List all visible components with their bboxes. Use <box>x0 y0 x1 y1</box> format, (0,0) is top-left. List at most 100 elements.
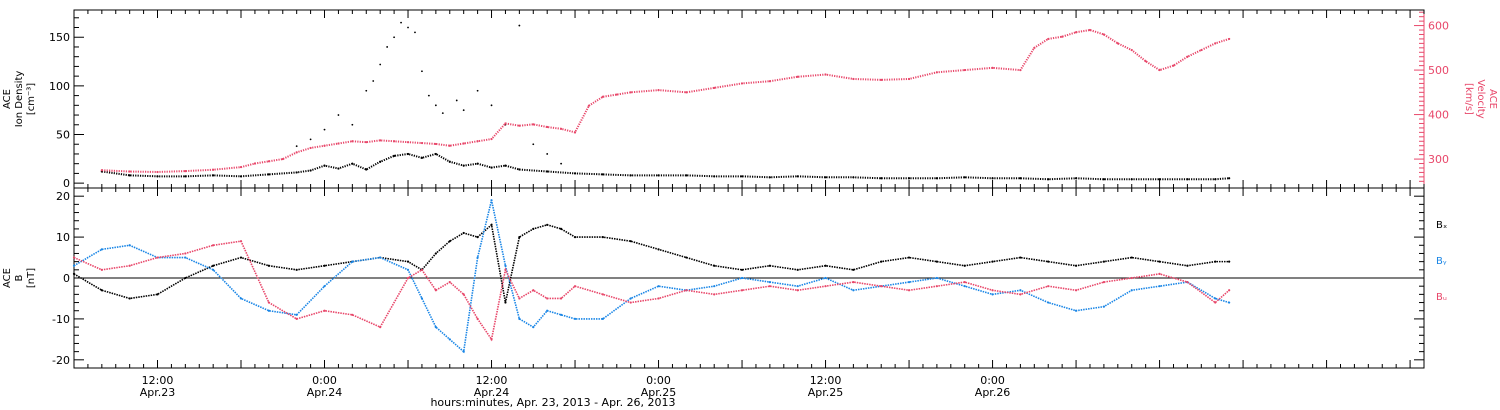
by-point <box>768 280 771 284</box>
bz-point <box>1186 280 1189 284</box>
legend-by: Bᵧ <box>1436 256 1447 267</box>
density-spike-point <box>490 104 493 107</box>
density-point <box>1019 177 1022 180</box>
density-point <box>880 177 883 180</box>
bz-point <box>796 289 799 292</box>
density-point <box>1214 178 1217 181</box>
by-point <box>1102 305 1105 308</box>
velocity-point <box>824 73 827 76</box>
bz-point <box>852 280 855 284</box>
density-tick-label: 150 <box>49 31 70 44</box>
velocity-point <box>518 124 521 127</box>
density-spike-point <box>309 138 312 141</box>
by-point <box>267 309 270 312</box>
density-point <box>239 175 243 178</box>
density-point <box>1130 178 1133 181</box>
velocity-point <box>880 78 883 81</box>
velocity-tick-label: 400 <box>1428 109 1449 122</box>
bz-point <box>740 289 744 292</box>
velocity-point <box>1074 31 1078 34</box>
bz-point <box>629 301 632 304</box>
bx-point <box>476 235 479 239</box>
velocity-point <box>253 162 257 165</box>
density-spike-point <box>532 143 535 146</box>
velocity-point <box>740 82 744 85</box>
by-point <box>824 276 827 280</box>
density-spike-point <box>518 24 521 27</box>
bz-point <box>963 280 966 284</box>
density-spike-point <box>400 21 402 24</box>
velocity-point <box>935 71 938 74</box>
bx-point <box>546 223 549 226</box>
density-point <box>128 174 131 177</box>
x-tick-time-label: 0:00 <box>980 374 1005 387</box>
bx-point <box>685 256 688 259</box>
density-axis-title-line2: Ion Density <box>14 71 25 128</box>
bz-point <box>128 264 131 267</box>
velocity-point <box>448 144 451 147</box>
b-axis-title: ACE B [nT] <box>2 268 37 288</box>
by-point <box>740 276 744 280</box>
density-spike-point <box>337 114 340 116</box>
density-point <box>504 164 507 167</box>
bx-point <box>935 260 938 263</box>
bz-point <box>1228 289 1231 292</box>
density-point <box>991 177 994 180</box>
by-point <box>351 260 354 263</box>
density-tick-label: 50 <box>56 129 70 142</box>
bx-point <box>573 235 577 239</box>
density-point <box>1228 177 1231 180</box>
b-tick-label: 20 <box>56 190 70 203</box>
by-point <box>462 350 465 353</box>
velocity-point <box>128 170 131 173</box>
velocity-point <box>907 77 911 81</box>
density-point <box>295 171 298 174</box>
bx-point <box>740 268 744 271</box>
bz-point <box>685 289 688 292</box>
velocity-point <box>685 91 688 94</box>
bz-point <box>212 244 215 247</box>
by-point <box>852 289 855 292</box>
density-spike-point <box>379 63 382 66</box>
velocity-tick-label: 500 <box>1428 64 1449 77</box>
bz-point <box>560 297 563 300</box>
bz-point <box>420 268 424 271</box>
density-point <box>476 162 479 165</box>
velocity-point <box>963 68 966 72</box>
velocity-point <box>1158 68 1161 72</box>
density-spike-point <box>434 104 437 107</box>
bx-point <box>100 289 103 292</box>
density-point <box>448 160 451 163</box>
by-point <box>448 338 451 341</box>
top-panel-frame <box>73 9 1425 189</box>
by-point <box>1130 289 1133 292</box>
by-point <box>518 317 521 321</box>
density-spike-point <box>351 123 354 126</box>
bz-point <box>1130 276 1133 280</box>
by-series <box>73 200 1230 354</box>
by-point <box>532 325 535 329</box>
bz-point <box>532 289 535 292</box>
density-point <box>337 167 340 170</box>
density-spike-point <box>455 99 458 102</box>
velocity-point <box>1019 68 1022 72</box>
by-point <box>184 256 187 259</box>
x-tick-time-label: 12:00 <box>142 374 174 387</box>
bz-point <box>490 338 493 341</box>
bz-point <box>504 268 507 271</box>
velocity-point <box>573 131 577 134</box>
bx-point <box>768 264 771 267</box>
density-spike-point <box>323 128 326 131</box>
velocity-point <box>1061 35 1064 38</box>
density-point <box>156 175 159 178</box>
bz-point <box>573 285 577 288</box>
velocity-point <box>1047 37 1050 41</box>
by-point <box>991 293 994 296</box>
bz-point <box>156 256 159 259</box>
x-tick-date-label: Apr.26 <box>975 386 1011 399</box>
bx-point <box>796 268 799 271</box>
bz-point <box>991 289 994 292</box>
density-tick-label: 0 <box>63 177 70 190</box>
bz-point <box>1047 285 1050 288</box>
bx-point <box>462 231 465 235</box>
